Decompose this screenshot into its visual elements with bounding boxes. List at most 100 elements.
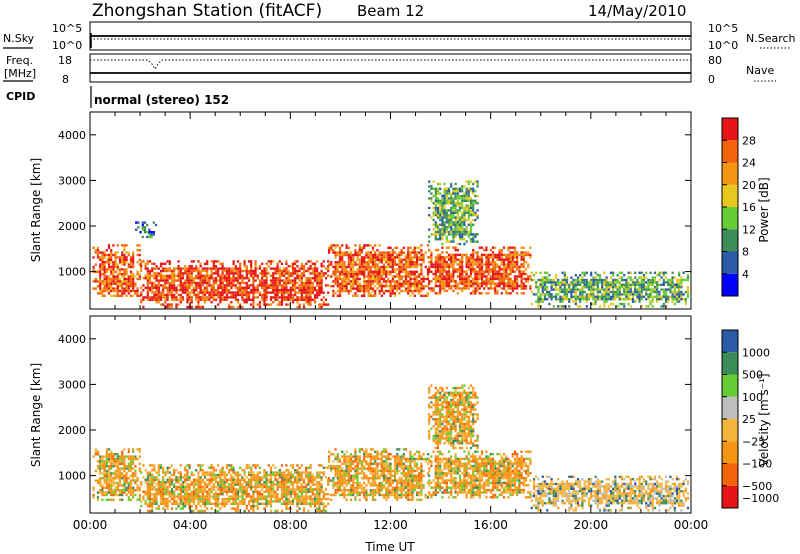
data-cell: [365, 253, 368, 257]
data-cell: [450, 287, 453, 290]
data-cell: [184, 485, 187, 489]
data-cell: [322, 301, 325, 304]
data-cell: [285, 505, 288, 508]
power-colorbar-label: Power [dB]: [757, 177, 771, 242]
data-cell: [186, 471, 189, 474]
data-cell: [371, 246, 375, 249]
data-cell: [469, 228, 473, 231]
data-cell: [664, 293, 668, 296]
data-cell: [250, 505, 253, 508]
data-cell: [420, 258, 423, 261]
data-cell: [385, 270, 388, 273]
data-cell: [454, 248, 457, 252]
data-cell: [140, 505, 143, 508]
data-cell: [378, 256, 381, 259]
data-cell: [660, 283, 663, 286]
data-cell: [236, 301, 240, 304]
data-cell: [252, 291, 255, 294]
data-cell: [148, 495, 152, 498]
data-cell: [232, 485, 235, 489]
data-cell: [432, 228, 435, 231]
data-cell: [192, 286, 196, 289]
data-cell: [311, 277, 314, 280]
data-cell: [101, 477, 104, 480]
data-cell: [173, 289, 176, 292]
data-cell: [223, 286, 226, 289]
data-cell: [261, 279, 264, 282]
data-cell: [239, 303, 242, 306]
data-cell: [456, 194, 459, 198]
data-cell: [640, 283, 643, 286]
data-cell: [358, 258, 361, 261]
data-cell: [363, 265, 366, 269]
data-cell: [436, 192, 440, 195]
data-cell: [627, 293, 630, 296]
data-cell: [548, 274, 551, 277]
data-cell: [166, 303, 169, 306]
data-cell: [487, 277, 490, 281]
data-cell: [550, 295, 553, 298]
data-cell: [153, 267, 156, 270]
data-cell: [179, 301, 182, 304]
data-cell: [330, 285, 333, 288]
data-cell: [505, 292, 508, 295]
data-cell: [618, 286, 621, 289]
data-cell: [441, 270, 444, 273]
data-cell: [474, 263, 477, 266]
data-cell: [476, 272, 479, 276]
data-cell: [535, 283, 538, 286]
data-cell: [656, 286, 659, 289]
data-cell: [173, 493, 176, 496]
data-cell: [307, 269, 310, 273]
data-cell: [565, 278, 569, 282]
data-cell: [402, 275, 405, 278]
data-cell: [96, 246, 100, 249]
data-cell: [594, 278, 597, 282]
data-cell: [664, 288, 668, 291]
nsky-label: N.Sky: [3, 32, 35, 45]
data-cell: [463, 230, 466, 234]
data-cell: [153, 298, 156, 301]
data-cell: [92, 486, 95, 489]
data-cell: [478, 272, 481, 276]
data-cell: [413, 285, 416, 288]
data-cell: [441, 226, 444, 229]
data-cell: [276, 265, 279, 268]
data-cell: [265, 298, 268, 301]
data-cell: [404, 265, 408, 269]
data-cell: [607, 283, 610, 286]
data-cell: [256, 507, 259, 510]
data-cell: [396, 268, 399, 271]
data-cell: [101, 280, 104, 283]
data-cell: [164, 473, 167, 477]
data-cell: [498, 256, 501, 259]
data-cell: [581, 271, 584, 274]
data-cell: [371, 249, 375, 252]
data-cell: [159, 277, 163, 280]
data-cell: [287, 303, 290, 306]
data-cell: [338, 263, 342, 266]
data-cell: [236, 507, 240, 510]
data-cell: [316, 296, 319, 299]
data-cell: [184, 279, 187, 282]
data-cell: [356, 258, 359, 261]
data-cell: [376, 256, 379, 259]
range-tick-label: 1000: [58, 266, 86, 279]
data-cell: [179, 495, 182, 498]
data-cell: [579, 290, 582, 294]
data-cell: [478, 277, 481, 281]
data-cell: [467, 268, 470, 271]
data-cell: [210, 473, 213, 477]
data-cell: [148, 272, 152, 275]
data-cell: [239, 473, 242, 477]
data-cell: [347, 280, 350, 283]
data-cell: [278, 289, 281, 292]
data-cell: [258, 481, 262, 484]
data-cell: [502, 270, 506, 273]
data-cell: [170, 478, 174, 481]
data-cell: [214, 269, 218, 273]
data-cell: [369, 258, 372, 261]
data-cell: [192, 473, 196, 477]
data-cell: [285, 262, 288, 265]
data-cell: [532, 278, 536, 282]
